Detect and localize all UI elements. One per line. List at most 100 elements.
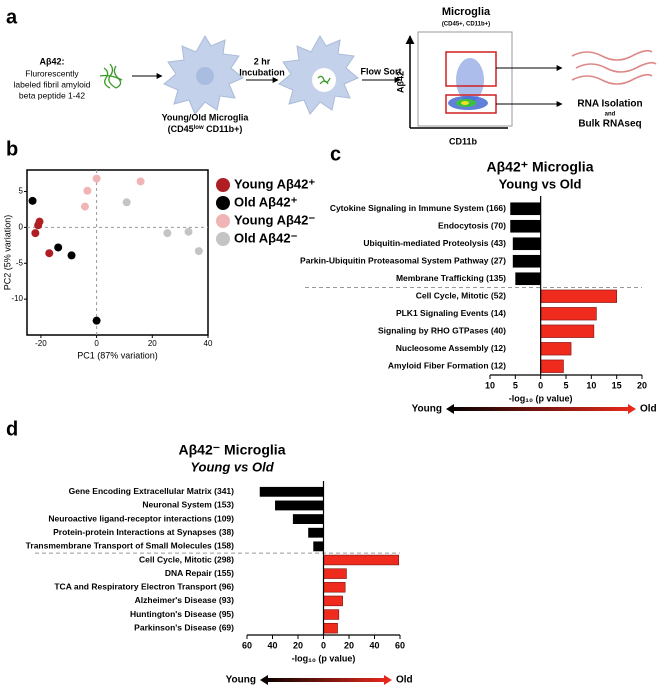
direction-label: Old: [640, 404, 657, 415]
panel-letter: c: [330, 143, 341, 165]
marker-part: CD11b+): [204, 124, 243, 134]
direction-arrow: [446, 404, 636, 414]
category-label: Parkin-Ubiquitin Proteasomal System Path…: [300, 256, 506, 266]
point: [184, 227, 193, 236]
bar: [510, 202, 541, 216]
x-tick-label: 0: [321, 640, 326, 650]
bar: [540, 307, 597, 321]
x-tick-label: 20: [148, 339, 157, 348]
panel-letter: d: [6, 418, 18, 440]
flow-cloud: [448, 58, 488, 110]
x-tick-label: 20: [637, 380, 647, 390]
bar: [323, 595, 343, 607]
bar: [323, 622, 338, 634]
input-title: Aβ42:: [39, 56, 64, 66]
cell-icon: [163, 35, 244, 115]
x-axis-label: -log₁₀ (p value): [509, 393, 573, 403]
x-tick-label: 5: [513, 380, 518, 390]
legend-swatch: [216, 214, 230, 228]
flow-y-label: Aβ42: [395, 71, 405, 93]
category-label: Ubiquitin-mediated Proteolysis (43): [363, 238, 506, 248]
x-tick-label: 0: [94, 339, 99, 348]
step-label: Flow Sort: [361, 66, 402, 76]
panel-letter: a: [6, 6, 18, 28]
fibril-icon: [99, 63, 123, 89]
bar: [323, 609, 340, 620]
point: [92, 316, 101, 325]
legend-label: Old Aβ42⁺: [234, 194, 298, 209]
cell-icon: [278, 35, 359, 115]
bar: [540, 289, 617, 303]
input-desc: Flurorescently: [25, 68, 79, 78]
output-label: Bulk RNAseq: [578, 119, 641, 130]
legend-label: Old Aβ42⁻: [234, 230, 298, 245]
category-label: Cell Cycle, Mitotic (298): [139, 554, 234, 564]
chart-title: Aβ42⁻ Microglia: [179, 442, 286, 458]
x-tick-label: 10: [485, 380, 495, 390]
x-axis-label: PC1 (87% variation): [77, 350, 158, 360]
y-axis-label: PC2 (5% variation): [2, 215, 12, 291]
x-tick-label: 5: [563, 380, 568, 390]
point: [34, 221, 43, 230]
category-label: TCA and Respiratory Electron Transport (…: [54, 582, 234, 592]
plot-frame: [26, 169, 209, 336]
category-label: DNA Repair (155): [165, 568, 234, 578]
direction-arrow: [260, 675, 392, 685]
legend-swatch: [216, 232, 230, 246]
point: [54, 243, 63, 252]
gate: [445, 51, 497, 87]
category-label: Amyloid Fiber Formation (12): [388, 361, 506, 371]
category-label: Nucleosome Assembly (12): [396, 343, 506, 353]
x-tick-label: 10: [586, 380, 596, 390]
y-tick-label: -5: [16, 258, 24, 267]
bar: [515, 272, 541, 286]
flow-title: Microglia: [442, 6, 491, 18]
output-label: RNA Isolation: [577, 99, 642, 110]
category-label: Protein-protein Interactions at Synapses…: [53, 527, 234, 537]
bar: [510, 219, 541, 233]
point: [163, 229, 172, 238]
point: [122, 198, 131, 207]
x-tick-label: 60: [242, 640, 252, 650]
bar: [308, 527, 324, 538]
point: [28, 196, 37, 205]
bar: [512, 254, 541, 268]
x-tick-label: 40: [369, 640, 379, 650]
category-label: Neuronal System (153): [142, 500, 234, 510]
x-tick-label: 0: [538, 380, 543, 390]
bar: [323, 554, 400, 566]
point: [31, 229, 40, 238]
chart-title: Aβ42⁺ Microglia: [487, 159, 594, 175]
direction-label: Young: [412, 404, 442, 415]
flow-subtitle: (CD45+, CD11b+): [442, 22, 490, 28]
point: [45, 249, 54, 258]
bar: [292, 514, 324, 524]
point: [83, 186, 92, 195]
rna-icon: [571, 49, 657, 85]
cell-label: Young/Old Microglia: [162, 112, 250, 122]
category-label: Huntington's Disease (95): [130, 609, 234, 619]
category-label: Parkinson's Disease (69): [134, 622, 234, 632]
bar: [275, 500, 324, 511]
legend-swatch: [216, 196, 230, 210]
marker-part: (CD45: [168, 124, 194, 134]
category-label: Signaling by RHO GTPases (40): [378, 326, 506, 336]
point: [194, 247, 203, 256]
bar: [323, 582, 346, 593]
category-label: Endocytosis (70): [438, 221, 506, 231]
category-label: Transmembrane Transport of Small Molecul…: [26, 541, 234, 551]
cell-marker: (CD45low CD11b+): [168, 124, 243, 134]
category-label: Neuroactive ligand-receptor interactions…: [48, 513, 234, 523]
x-tick-label: 60: [395, 640, 405, 650]
y-tick-label: 5: [19, 187, 24, 196]
step-label: 2 hr: [254, 56, 271, 66]
category-label: Cytokine Signaling in Immune System (166…: [330, 203, 506, 213]
flow-x-label: CD11b: [449, 136, 478, 146]
bar: [512, 237, 541, 251]
bar: [259, 486, 324, 497]
chart-subtitle: Young vs Old: [499, 176, 582, 191]
legend-label: Young Aβ42⁺: [234, 176, 315, 191]
input-desc: labeled fibril amyloid: [13, 79, 90, 89]
point: [67, 251, 76, 260]
